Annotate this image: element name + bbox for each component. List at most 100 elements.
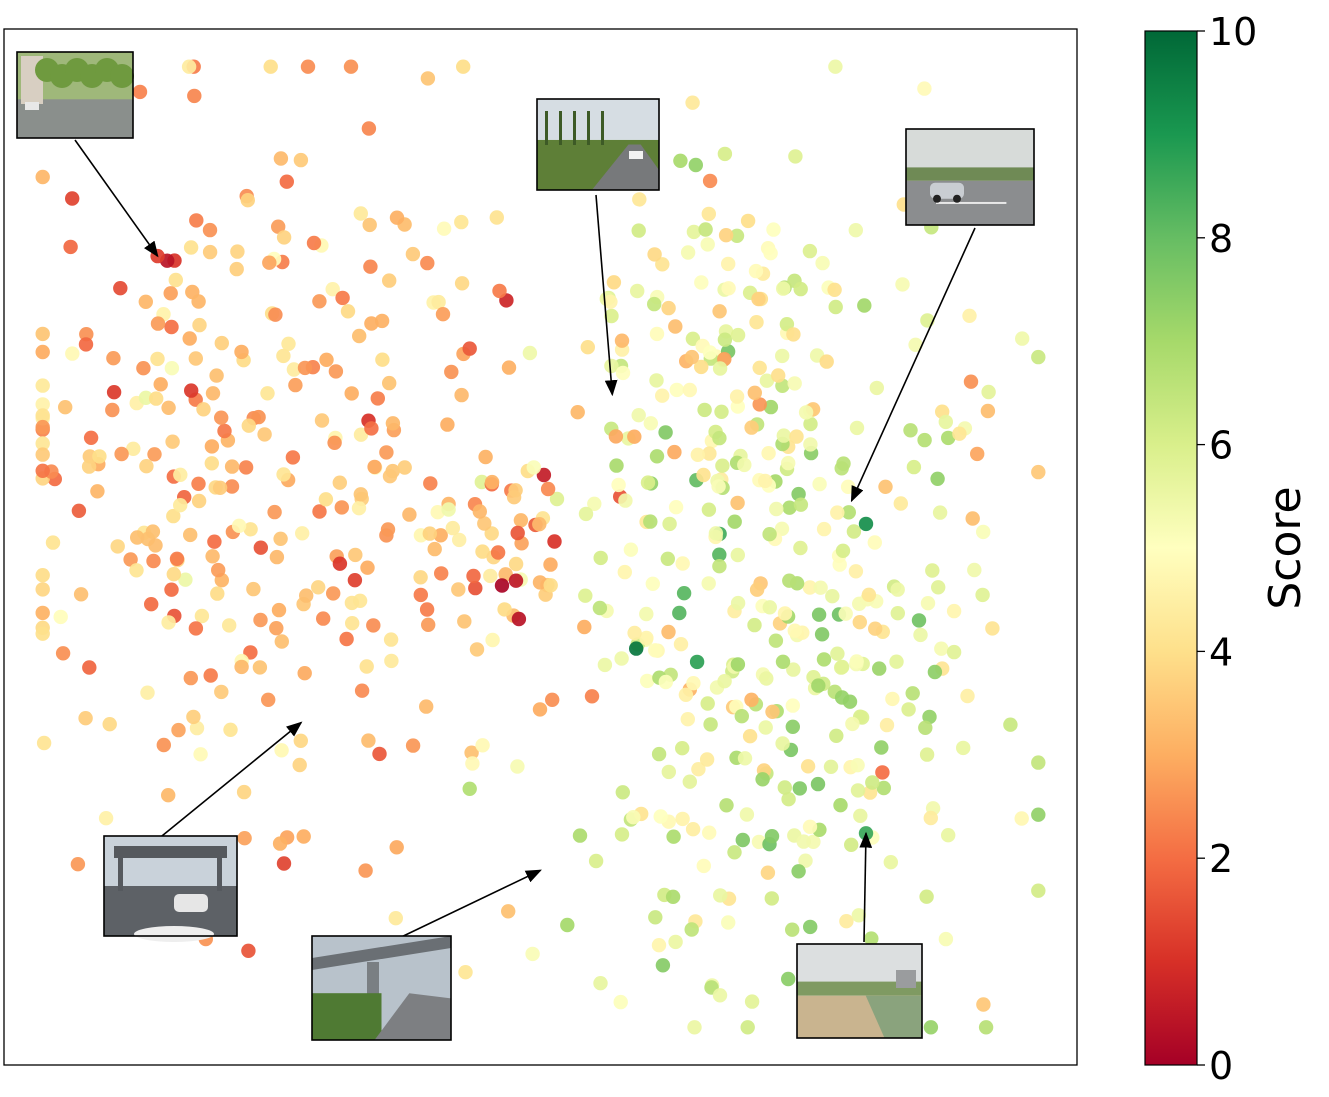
scatter-point [655,388,670,403]
thumbnail-rural-road [536,98,660,191]
scatter-point [667,444,682,460]
scatter-point [511,611,527,627]
scatter-point [384,653,399,669]
scatter-point [311,580,326,595]
scatter-point [626,810,641,825]
scatter-point [893,496,908,511]
scatter-point [82,660,97,675]
scatter-point [742,729,758,744]
scatter-point [661,624,676,640]
scatter-point [510,759,525,774]
scatter-point [686,224,702,240]
scatter-point [332,556,348,571]
scatter-point [672,605,687,621]
scatter-point [701,576,716,591]
scatter-point [149,391,164,406]
scatter-point [580,340,595,355]
scatter-point [276,348,291,364]
scatter-point [57,400,73,415]
scatter-point [188,621,204,636]
scatter-point [787,623,802,638]
scatter-point [658,674,673,690]
annotation-arrow-overpass [394,869,542,941]
scatter-point [744,994,760,1009]
scatter-point [427,541,442,557]
scatter-point [273,531,288,546]
scatter-point [967,562,982,578]
scatter-point [273,151,289,166]
scatter-point [36,735,52,751]
scatter-point [828,299,843,315]
annotation-arrow-toll-gantry [156,721,303,841]
scatter-point [653,809,668,824]
scatter-point [603,294,618,309]
scatter-point [965,511,980,526]
scatter-point [668,319,683,334]
thumbnail-tree-lined-street [16,51,134,139]
scatter-point [214,684,229,700]
scatter-point [105,402,120,418]
scatter-point [662,516,677,532]
scatter-point [906,459,922,475]
scatter-point [879,717,895,733]
scatter-point [492,283,507,299]
scatter-point [868,621,883,636]
scatter-point [168,272,183,288]
scatter-point [191,493,207,509]
scatter-point [436,221,452,236]
scatter-point [785,922,800,937]
scatter-point [747,385,762,400]
scatter-point [253,612,268,628]
scatter-point [647,296,662,312]
scatter-point [441,502,456,517]
scatter-point [730,547,745,563]
scatter-point [164,319,179,335]
scatter-point [339,631,354,647]
scatter-point [332,475,347,490]
scatter-point [63,239,78,255]
scatter-point [675,556,690,571]
scatter-point [153,377,168,392]
scatter-point [875,765,890,780]
scatter-point [630,283,645,299]
scatter-point [639,630,654,646]
scatter-point [212,480,228,495]
scatter-point [712,559,727,574]
scatter-point [183,670,198,686]
scatter-point [328,364,344,379]
scatter-point [525,946,540,962]
scatter-point [165,434,180,449]
scatter-point [70,857,86,872]
scatter-point [295,526,310,541]
scatter-point [79,327,94,342]
scatter-point [714,404,729,419]
scatter-point [699,752,715,767]
scatter-point [701,206,716,222]
scatter-point [661,764,676,780]
scatter-points [35,59,1046,1035]
scatter-point [454,276,470,291]
scatter-point [606,275,622,290]
scatter-point [81,459,97,474]
scatter-point [938,931,954,947]
scatter-point [841,505,856,520]
scatter-point [560,917,575,933]
scatter-point [210,586,225,601]
scatter-point [878,479,893,494]
scatter-point [777,606,793,621]
scatter-point [759,671,774,686]
scatter-point [271,602,287,618]
scatter-point [293,733,308,748]
scatter-point [253,540,268,555]
scatter-point [204,456,219,471]
scatter-point [768,633,784,648]
scatter-point [682,774,697,789]
scatter-point [454,387,469,403]
scatter-point [353,487,368,502]
scatter-point [810,776,826,792]
scatter-point [614,827,630,842]
scatter-point [420,71,436,86]
scatter-point [727,845,742,860]
scatter-point [148,538,163,553]
scatter-point [375,352,390,367]
